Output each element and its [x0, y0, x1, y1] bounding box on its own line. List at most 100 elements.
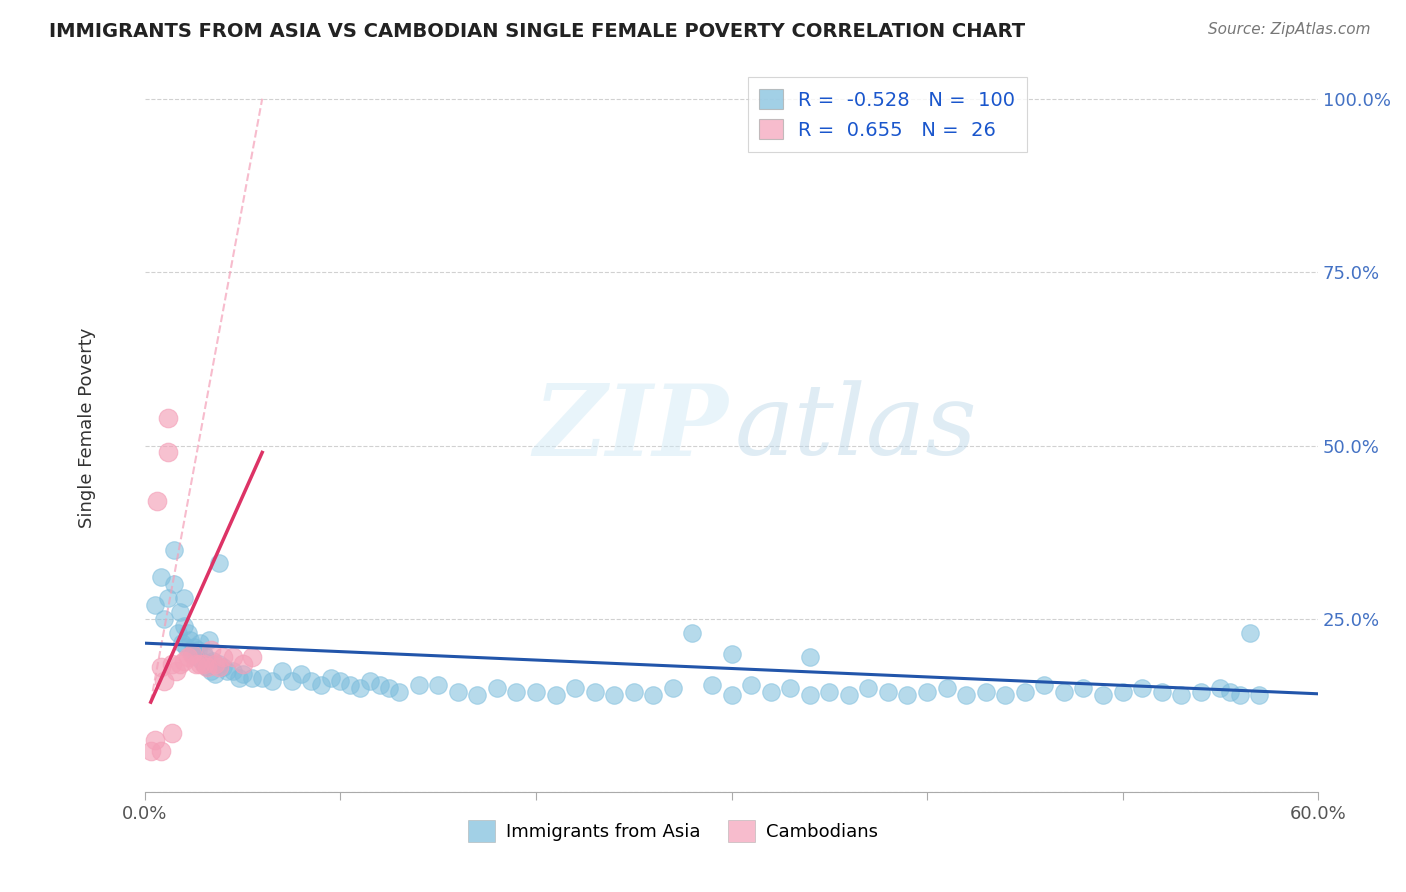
Point: [149, 660, 172, 674]
Point: [149, 744, 172, 758]
Point: [250, 671, 273, 685]
Point: [359, 674, 381, 689]
Point: [349, 681, 371, 696]
Point: [193, 657, 215, 671]
Point: [544, 688, 567, 702]
Point: [368, 678, 391, 692]
Point: [163, 577, 186, 591]
Text: atlas: atlas: [735, 381, 977, 475]
Point: [877, 684, 900, 698]
Point: [681, 625, 703, 640]
Point: [143, 598, 166, 612]
Point: [643, 688, 665, 702]
Point: [388, 684, 411, 698]
Point: [1053, 684, 1076, 698]
Point: [299, 674, 322, 689]
Point: [169, 605, 191, 619]
Point: [228, 671, 250, 685]
Point: [180, 647, 202, 661]
Point: [447, 684, 470, 698]
Point: [1229, 688, 1251, 702]
Point: [200, 664, 222, 678]
Point: [427, 678, 450, 692]
Point: [485, 681, 508, 696]
Point: [1219, 684, 1241, 698]
Point: [779, 681, 801, 696]
Point: [465, 688, 488, 702]
Point: [1014, 684, 1036, 698]
Point: [188, 636, 211, 650]
Point: [163, 542, 186, 557]
Point: [1092, 688, 1115, 702]
Point: [994, 688, 1017, 702]
Point: [215, 664, 238, 678]
Point: [204, 657, 226, 671]
Point: [720, 647, 742, 661]
Point: [183, 640, 205, 654]
Point: [720, 688, 742, 702]
Point: [1073, 681, 1095, 696]
Point: [974, 684, 997, 698]
Point: [309, 678, 332, 692]
Text: ZIP: ZIP: [533, 380, 728, 476]
Point: [270, 664, 292, 678]
Point: [232, 667, 254, 681]
Legend: R =  -0.528   N =  100, R =  0.655   N =  26: R = -0.528 N = 100, R = 0.655 N = 26: [748, 78, 1026, 152]
Point: [173, 591, 195, 606]
Point: [177, 650, 200, 665]
Point: [1170, 688, 1192, 702]
Point: [157, 410, 180, 425]
Point: [202, 653, 225, 667]
Text: IMMIGRANTS FROM ASIA VS CAMBODIAN SINGLE FEMALE POVERTY CORRELATION CHART: IMMIGRANTS FROM ASIA VS CAMBODIAN SINGLE…: [49, 22, 1025, 41]
Point: [662, 681, 685, 696]
Point: [184, 657, 207, 671]
Point: [162, 726, 184, 740]
Point: [198, 632, 221, 647]
Point: [583, 684, 606, 698]
Point: [169, 657, 191, 671]
Point: [1209, 681, 1232, 696]
Point: [187, 643, 209, 657]
Point: [242, 650, 264, 665]
Point: [700, 678, 723, 692]
Point: [408, 678, 430, 692]
Point: [1033, 678, 1056, 692]
Point: [1150, 684, 1173, 698]
Point: [167, 625, 190, 640]
Point: [319, 671, 342, 685]
Point: [180, 647, 202, 661]
Point: [198, 657, 221, 671]
Point: [200, 643, 222, 657]
Point: [603, 688, 626, 702]
Point: [564, 681, 586, 696]
Point: [145, 494, 167, 508]
Point: [378, 681, 401, 696]
Point: [177, 625, 200, 640]
Text: Source: ZipAtlas.com: Source: ZipAtlas.com: [1208, 22, 1371, 37]
Point: [799, 688, 821, 702]
Point: [173, 653, 195, 667]
Point: [184, 650, 207, 665]
Point: [143, 733, 166, 747]
Point: [242, 671, 264, 685]
Point: [157, 591, 180, 606]
Point: [197, 660, 219, 674]
Point: [329, 674, 352, 689]
Point: [190, 653, 212, 667]
Point: [212, 650, 235, 665]
Point: [197, 660, 219, 674]
Point: [193, 657, 215, 671]
Point: [149, 570, 172, 584]
Point: [194, 650, 217, 665]
Point: [1189, 684, 1212, 698]
Point: [260, 674, 283, 689]
Point: [173, 619, 195, 633]
Point: [179, 632, 201, 647]
Point: [799, 650, 821, 665]
Point: [740, 678, 762, 692]
Point: [208, 557, 231, 571]
Point: [204, 667, 226, 681]
Point: [139, 744, 162, 758]
Point: [858, 681, 880, 696]
Point: [1130, 681, 1153, 696]
